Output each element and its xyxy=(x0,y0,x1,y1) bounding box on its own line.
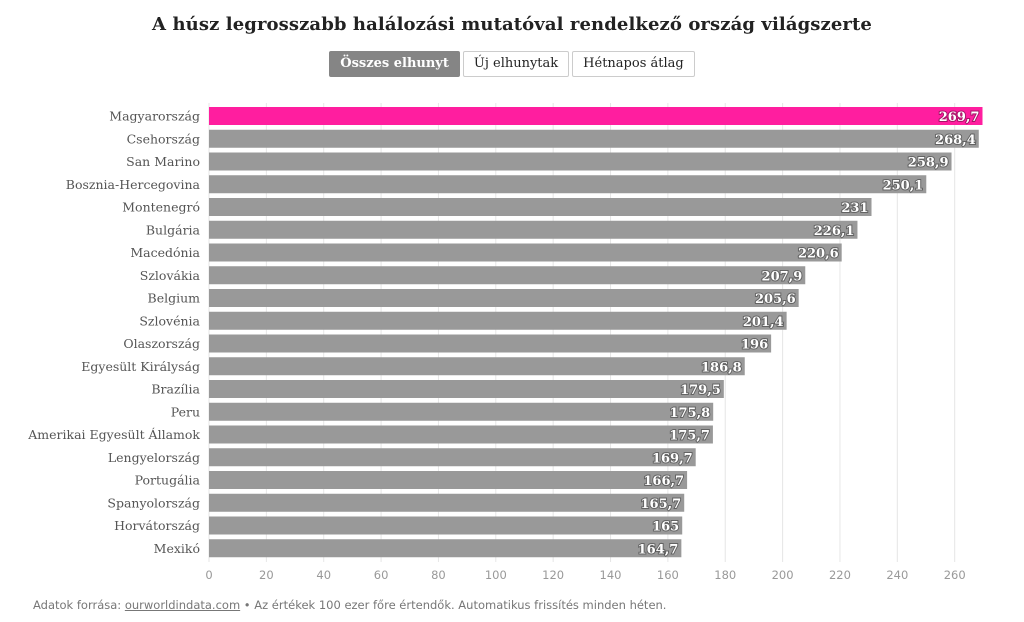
bar xyxy=(209,175,927,194)
bar xyxy=(209,311,787,330)
x-tick-label: 200 xyxy=(772,568,794,582)
bar xyxy=(209,516,683,535)
bar xyxy=(209,448,696,467)
bar xyxy=(209,357,745,376)
data-label: 269,7 xyxy=(939,110,980,125)
category-label: Montenegró xyxy=(122,200,200,215)
category-label: Mexikó xyxy=(154,541,200,556)
data-label: 165,7 xyxy=(641,497,682,512)
view-tabs: Összes elhunyt Új elhunytak Hétnapos átl… xyxy=(0,51,1024,77)
category-label: Szlovákia xyxy=(140,268,201,283)
data-label: 205,6 xyxy=(755,292,796,307)
x-tick-label: 180 xyxy=(714,568,736,582)
x-tick-label: 80 xyxy=(431,568,446,582)
data-label: 201,4 xyxy=(743,315,784,330)
category-label: Csehország xyxy=(127,131,200,146)
data-label: 165 xyxy=(652,520,679,535)
bar xyxy=(209,220,858,239)
category-labels: Magyarország Csehország San Marino Bosznia-… xyxy=(27,109,200,556)
category-label: Bulgária xyxy=(146,222,201,237)
data-label: 186,8 xyxy=(701,360,742,375)
bar xyxy=(209,152,952,171)
source-link[interactable]: ourworldindata.com xyxy=(124,598,241,612)
category-label: San Marino xyxy=(126,154,200,169)
bar xyxy=(209,198,872,216)
x-tick-label: 240 xyxy=(886,568,908,582)
x-axis-ticks: 0 20 40 60 80 100 120 140 160 180 200 220 240 260 xyxy=(205,568,965,582)
data-label: 207,9 xyxy=(762,269,803,284)
grid-lines xyxy=(208,103,956,562)
bar xyxy=(209,425,713,444)
data-label: 268,4 xyxy=(935,133,976,148)
source-footer: Adatok forrása: ourworldindata.com • Az … xyxy=(33,598,666,612)
bars xyxy=(209,107,983,558)
x-tick-label: 160 xyxy=(657,568,679,582)
data-label: 175,7 xyxy=(669,429,710,444)
category-label: Magyarország xyxy=(109,109,200,124)
category-label: Macedónia xyxy=(130,245,200,260)
x-tick-label: 120 xyxy=(542,568,564,582)
x-tick-label: 60 xyxy=(374,568,389,582)
x-tick-label: 220 xyxy=(829,568,851,582)
bar-chart: Magyarország Csehország San Marino Bosznia-… xyxy=(27,103,983,582)
tab-new-deaths[interactable]: Új elhunytak xyxy=(462,51,570,77)
bar xyxy=(209,471,688,489)
data-label: 164,7 xyxy=(638,542,679,557)
x-tick-label: 40 xyxy=(316,568,331,582)
bar xyxy=(209,107,983,125)
category-label: Belgium xyxy=(148,291,201,306)
data-label: 220,6 xyxy=(798,247,839,262)
data-label: 231 xyxy=(841,201,868,216)
data-label: 175,8 xyxy=(669,406,710,421)
category-label: Bosznia-Hercegovina xyxy=(66,177,201,192)
category-label: Olaszország xyxy=(123,336,200,351)
data-label: 250,1 xyxy=(883,178,924,193)
bar xyxy=(209,266,806,285)
data-label: 169,7 xyxy=(652,451,693,466)
data-label: 196 xyxy=(741,338,768,353)
bar xyxy=(209,334,772,353)
category-label: Amerikai Egyesült Államok xyxy=(27,427,200,442)
chart-title: A húsz legrosszabb halálozási mutatóval … xyxy=(152,14,872,35)
x-tick-label: 20 xyxy=(259,568,274,582)
category-label: Brazília xyxy=(151,382,200,397)
category-label: Horvátország xyxy=(114,518,200,533)
bar xyxy=(209,493,685,512)
tab-seven-day-average[interactable]: Hétnapos átlag xyxy=(572,51,695,77)
value-labels: 269,7 268,4 258,9 250,1 231 226,1 220,6 207,9 20… xyxy=(637,109,981,558)
x-tick-label: 100 xyxy=(485,568,507,582)
bar xyxy=(209,243,842,262)
bar xyxy=(209,380,724,398)
footer-prefix: Adatok forrása: xyxy=(33,598,125,612)
data-label: 179,5 xyxy=(680,383,721,398)
data-label: 166,7 xyxy=(643,474,684,489)
tab-total-deaths[interactable]: Összes elhunyt xyxy=(329,51,460,77)
category-label: Peru xyxy=(171,404,200,419)
data-label: 258,9 xyxy=(908,156,949,171)
x-tick-label: 260 xyxy=(944,568,966,582)
x-tick-label: 140 xyxy=(600,568,622,582)
category-label: Lengyelország xyxy=(108,450,200,465)
bar xyxy=(209,539,682,558)
bar xyxy=(209,402,714,421)
category-label: Egyesült Királyság xyxy=(81,359,200,374)
category-label: Szlovénia xyxy=(139,313,200,328)
x-tick-label: 0 xyxy=(205,568,212,582)
data-label: 226,1 xyxy=(814,224,855,239)
bar xyxy=(209,129,979,148)
category-label: Spanyolország xyxy=(107,495,200,510)
category-label: Portugália xyxy=(135,473,201,488)
bar xyxy=(209,289,799,307)
footer-suffix: • Az értékek 100 ezer főre értendők. Aut… xyxy=(240,598,667,612)
